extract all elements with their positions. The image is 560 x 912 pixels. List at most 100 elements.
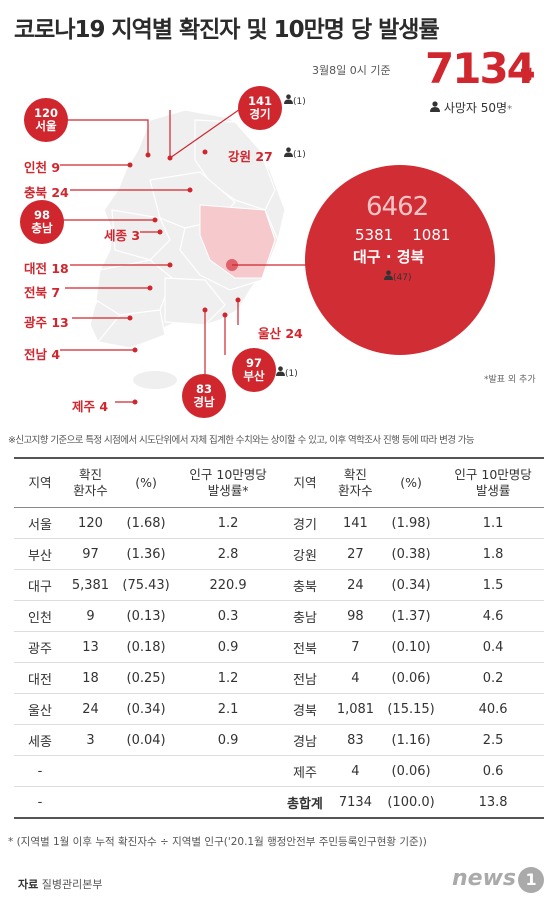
table-cell: (1.37) [379, 600, 443, 632]
table-cell: 인천 [14, 600, 66, 632]
label-jeju: 제주 4 [72, 399, 109, 414]
table-row: 대구 5,381 (75.43) 220.9 충북 24 (0.34) 1.5 [14, 569, 544, 601]
table-cell: 광주 [14, 631, 66, 663]
bubble-busan: 97 부산 [232, 348, 276, 392]
table-row: 서울 120 (1.68) 1.2 경기 141 (1.98) 1.1 [14, 507, 544, 539]
total-count: 7134 [425, 44, 536, 93]
table-cell: 4 [330, 755, 380, 787]
person-icon [284, 94, 293, 107]
table-cell: (75.43) [114, 569, 178, 601]
table-cell: (0.04) [114, 724, 178, 756]
table-cell: (0.13) [114, 600, 178, 632]
table-cell: 세종 [14, 724, 66, 756]
table-cell: 강원 [278, 538, 331, 570]
table-cell: 27 [330, 538, 380, 570]
gangwon-deaths: (1) [284, 147, 306, 160]
leader-lines [46, 110, 310, 403]
table-row: 울산 24 (0.34) 2.1 경북 1,081 (15.15) 40.6 [14, 693, 544, 725]
table-cell: 83 [330, 724, 380, 756]
table-cell: 1.8 [442, 538, 544, 570]
bubble-seoul: 120 서울 [24, 98, 68, 142]
table-cell: 220.9 [177, 569, 279, 601]
table-cell: 1.5 [442, 569, 544, 601]
table-cell: (1.68) [114, 507, 178, 539]
daegu-gyeongbuk-names: 대구 · 경북 [353, 248, 425, 266]
table-cell: 부산 [14, 538, 66, 570]
gyeongbuk-value: 1081 [412, 226, 451, 244]
table-row: 광주 13 (0.18) 0.9 전북 7 (0.10) 0.4 [14, 631, 544, 663]
table-cell [177, 755, 279, 787]
table-cell: 120 [66, 507, 115, 539]
table-cell: 2.5 [442, 724, 544, 756]
table-cell: 2.8 [177, 538, 279, 570]
deaths-text: 사망자 50명 [443, 101, 508, 115]
table-cell: 0.4 [442, 631, 544, 663]
gyeonggi-deaths: (1) [284, 94, 306, 107]
table-cell: 0.9 [177, 631, 279, 663]
table-cell [114, 786, 178, 819]
table-cell: 0.9 [177, 724, 279, 756]
label-gwangju: 광주 13 [24, 315, 69, 330]
table-cell: 1,081 [330, 693, 380, 725]
table-cell: (1.16) [379, 724, 443, 756]
table-header-cell: 확진 환자수 [330, 457, 380, 508]
table-cell: (0.34) [379, 569, 443, 601]
stats-table: 지역 확진 환자수 (%) 인구 10만명당 발생률* 지역 확진 환자수 (%) 인구 10만명당… [14, 457, 544, 819]
table-header-cell: 확진 환자수 [66, 457, 115, 508]
table-cell: 7134 [330, 786, 380, 819]
table-cell [177, 786, 279, 819]
bubble-chungnam: 98 충남 [20, 200, 64, 244]
table-cell: (0.34) [114, 693, 178, 725]
table-cell: 경남 [278, 724, 331, 756]
table-cell: 0.2 [442, 662, 544, 694]
table-cell: (1.36) [114, 538, 178, 570]
table-cell: (0.25) [114, 662, 178, 694]
daegu-gyeongbuk-total: 6462 [366, 192, 429, 222]
table-cell: 9 [66, 600, 115, 632]
table-cell: 141 [330, 507, 380, 539]
table-cell: 전남 [278, 662, 331, 694]
table-cell: 97 [66, 538, 115, 570]
table-cell: 4.6 [442, 600, 544, 632]
table-cell: 울산 [14, 693, 66, 725]
table-cell: 경북 [278, 693, 331, 725]
table-cell: (0.06) [379, 662, 443, 694]
table-cell: (100.0) [379, 786, 443, 819]
table-cell: 2.1 [177, 693, 279, 725]
map-landmass [89, 110, 286, 349]
table-cell: 5,381 [66, 569, 115, 601]
table-cell: 충남 [278, 600, 331, 632]
date-label: 3월8일 0시 기준 [312, 64, 391, 77]
table-header-cell: 지역 [278, 457, 331, 508]
table-cell: 경기 [278, 507, 331, 539]
table-cell [66, 755, 115, 787]
table-cell: 1.2 [177, 507, 279, 539]
person-icon [430, 101, 440, 115]
label-gangwon: 강원 27 [228, 149, 273, 164]
table-cell: (0.18) [114, 631, 178, 663]
person-icon [276, 366, 285, 379]
daegu-gyeongbuk-values: 5381 1081 [355, 226, 450, 244]
table-row: 부산 97 (1.36) 2.8 강원 27 (0.38) 1.8 [14, 538, 544, 570]
table-header-cell: 지역 [14, 457, 66, 508]
table-row: - 총합계 7134 (100.0) 13.8 [14, 786, 544, 819]
table-cell: (15.15) [379, 693, 443, 725]
table-cell: - [14, 786, 66, 819]
page-title: 코로나19 지역별 확진자 및 10만명 당 발생률 [14, 17, 440, 43]
deaths-mark: * [507, 104, 513, 115]
table-cell: (0.06) [379, 755, 443, 787]
bubble-gyeongnam: 83 경남 [182, 374, 226, 418]
table-cell: (1.98) [379, 507, 443, 539]
table-cell: 98 [330, 600, 380, 632]
korea-map [46, 110, 310, 405]
gyeongbuk-highlight [199, 204, 276, 279]
table-cell: 전북 [278, 631, 331, 663]
table-cell: 총합계 [278, 786, 331, 819]
table-cell: 24 [66, 693, 115, 725]
table-cell: 7 [330, 631, 380, 663]
source-label: 자료 [18, 878, 39, 891]
table-cell: 0.3 [177, 600, 279, 632]
table-cell: 13 [66, 631, 115, 663]
person-icon [284, 147, 293, 160]
table-cell: 18 [66, 662, 115, 694]
